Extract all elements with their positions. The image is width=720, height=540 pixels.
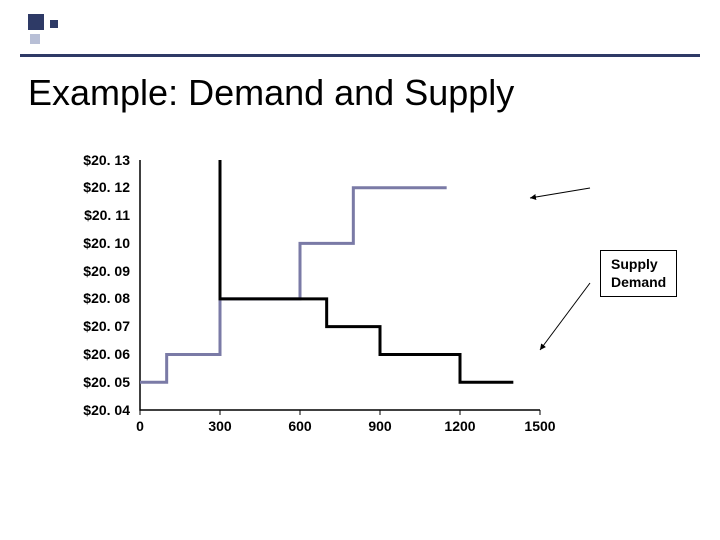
slide-title: Example: Demand and Supply — [28, 72, 514, 114]
legend-item: Supply — [611, 256, 666, 274]
chart-area: $20. 13$20. 12$20. 11$20. 10$20. 09$20. … — [50, 150, 690, 470]
legend: SupplyDemand — [600, 250, 677, 297]
legend-item: Demand — [611, 274, 666, 292]
chart-plot — [50, 150, 690, 470]
demand-line — [220, 160, 513, 382]
title-rule — [20, 54, 700, 57]
